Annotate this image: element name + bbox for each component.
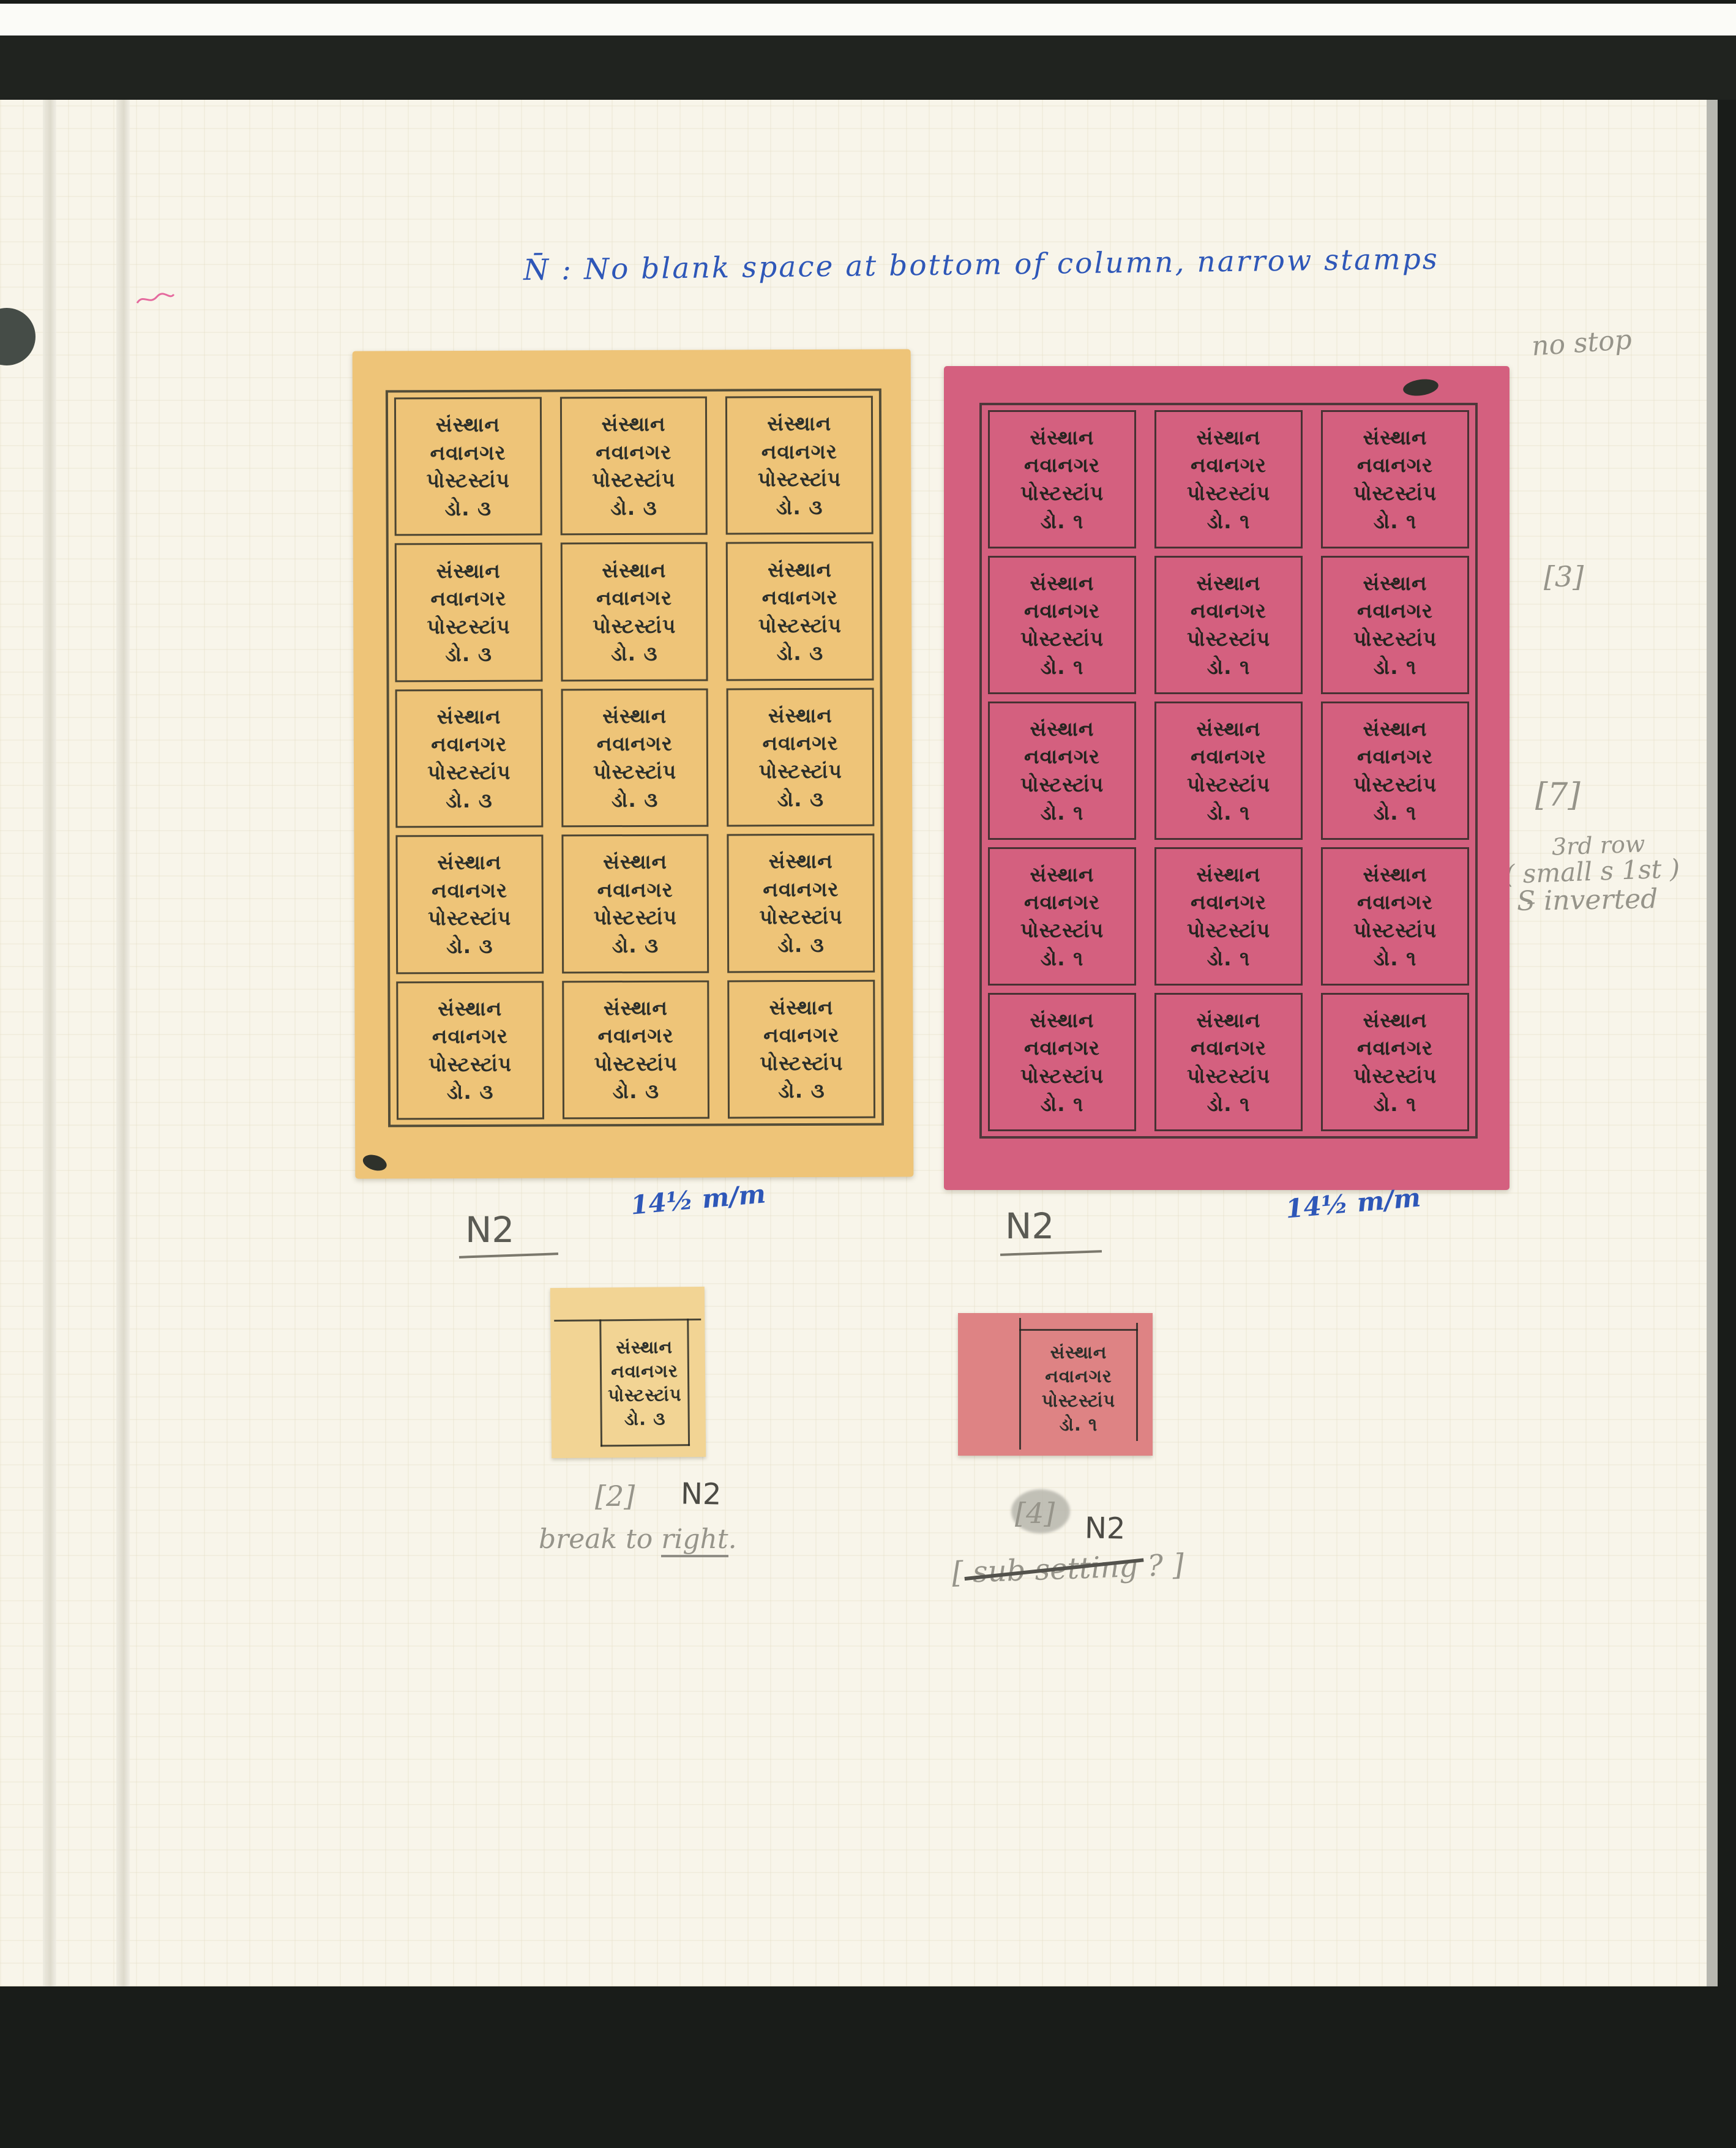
stamp: સંસ્થાન નવાનગર પોસ્ટસ્ટાંપ ડો. ૧	[1154, 410, 1303, 548]
note-text-struck: sub setting	[972, 1549, 1139, 1590]
stamp: સંસ્થાન નવાનગર પોસ્ટસ્ટાંપ ડો. ૧	[988, 847, 1136, 986]
stamp: સંસ્થાન નવાનગર પોસ્ટસ્ટાંપ ડો. ૧	[988, 556, 1136, 694]
stamp-sheet-grid: સંસ્થાન નવાનગર પોસ્ટસ્ટાંપ ડો. ૧ સંસ્થાન નવાન…	[979, 403, 1478, 1139]
stamp-text: સંસ્થાન નવાનગર પોસ્ટસ્ટાંપ ડો. ૩	[607, 1336, 682, 1430]
scanner-right-gray-sliver	[1707, 100, 1718, 1986]
stamp: સંસ્થાન નવાનગર પોસ્ટસ્ટાંપ ડો. ૩	[395, 689, 544, 828]
album-page: N̄ : No blank space at bottom of column,…	[0, 100, 1707, 1986]
note-text: ? ]	[1137, 1547, 1184, 1584]
stamp: સંસ્થાન નવાનગર પોસ્ટસ્ટાંપ ડો. ૩	[727, 979, 876, 1119]
stamp: સંસ્થાન નવાનગર પોસ્ટસ્ટાંપ ડો. ૩	[559, 396, 708, 536]
stamp: સંસ્થાન નવાનગર પોસ્ટસ્ટાંપ ડો. ૧	[1321, 993, 1469, 1131]
stamp: સંસ્થાન નવાનગર પોસ્ટસ્ટાંપ ડો. ૧	[988, 702, 1136, 840]
binder-strip-right	[116, 100, 130, 1986]
stamp-sheet-yellow: સંસ્થાન નવાનગર પોસ્ટસ્ટાંપ ડો. ૩ સંસ્થાન નવાન…	[352, 349, 914, 1179]
stamp: સંસ્થાન નવાનગર પોસ્ટસ્ટાંપ ડો. ૩	[561, 834, 709, 974]
note-text: .	[728, 1524, 737, 1555]
stamp-sheet-grid: સંસ્થાન નવાનગર પોસ્ટસ્ટાંપ ડો. ૩ સંસ્થાન નવાન…	[385, 388, 885, 1128]
stamp: સંસ્થાન નવાનગર પોસ્ટસ્ટાંપ ડો. ૩	[561, 980, 710, 1120]
ink-smudge	[1402, 377, 1440, 398]
stamp: સંસ્થાન નવાનગર પોસ્ટસ્ટાંપ ડો. ૧	[1321, 556, 1469, 694]
stamp: સંસ્થાન નવાનગર પોસ્ટસ્ટાંપ ડો. ૩	[396, 981, 544, 1120]
note-n2-single-magenta: N2	[1084, 1511, 1126, 1546]
stamp: સંસ્થાન નવાનગર પોસ્ટસ્ટાંપ ડો. ૩	[725, 395, 874, 535]
stamp: સંસ્થાન નવાનગર પોસ્ટસ્ટાંપ ડો. ૧	[1154, 556, 1303, 694]
ink-smudge	[361, 1151, 389, 1174]
note-text: [	[951, 1555, 974, 1590]
stamp: સંસ્થાન નવાનગર પોસ્ટસ્ટાંપ ડો. ૧	[1321, 847, 1469, 986]
note-break-to-right: break to right.	[539, 1524, 737, 1557]
stamp: સંસ્થાન નવાનગર પોસ્ટસ્ટાંપ ડો. ૧	[1154, 702, 1303, 840]
stamp: સંસ્થાન નવાનગર પોસ્ટસ્ટાંપ ડો. ૧	[1321, 410, 1469, 548]
stamp: સંસ્થાન નવાનગર પોસ્ટસ્ટાંપ ડો. ૩	[726, 687, 875, 827]
binder-strip-left	[43, 100, 56, 1986]
pink-pen-squiggle	[136, 293, 175, 304]
stamp-rule	[1019, 1329, 1138, 1331]
stamp-sheet-magenta: સંસ્થાન નવાનગર પોસ્ટસ્ટાંપ ડો. ૧ સંસ્થાન નવાન…	[944, 366, 1510, 1190]
label-n2-yellow-sheet: N2	[465, 1209, 515, 1251]
stamp: સંસ્થાન નવાનગર પોસ્ટસ્ટાંપ ડો. ૩	[726, 542, 874, 681]
note-bracket-7: [7]	[1535, 777, 1581, 814]
note-bracket-4: [4]	[1015, 1497, 1055, 1530]
note-n2-single-yellow: N2	[680, 1476, 722, 1512]
scanner-top-white-strip	[0, 4, 1736, 36]
stamp-rule	[1136, 1323, 1138, 1441]
stamp-text: સંસ્થાન નવાનગર પોસ્ટસ્ટાંપ ડો. ૧	[1041, 1342, 1116, 1435]
note-bracket-3: [3]	[1544, 560, 1584, 593]
stamp: સંસ્થાન નવાનગર પોસ્ટસ્ટાંપ ડો. ૧	[1154, 847, 1303, 986]
stamp: સંસ્થાન નવાનગર પોસ્ટસ્ટાંપ ડો. ૩	[727, 833, 875, 973]
stamp-rule	[1019, 1318, 1021, 1450]
stamp: સંસ્થાન નવાનગર પોસ્ટસ્ટાંપ ડો. ૩	[394, 397, 542, 536]
single-stamp-magenta: સંસ્થાન નવાનગર પોસ્ટસ્ટાંપ ડો. ૧	[958, 1313, 1153, 1456]
stamp: સંસ્થાન નવાનગર પોસ્ટસ્ટાંપ ડો. ૩	[561, 688, 709, 828]
stamp: સંસ્થાન નવાનગર પોસ્ટસ્ટાંપ ડો. ૧	[1154, 993, 1303, 1131]
note-text: break to	[539, 1524, 662, 1555]
stamp: સંસ્થાન નવાનગર પોસ્ટસ્ટાંપ ડો. ૩	[395, 834, 544, 974]
pencil-smudge	[1011, 1489, 1070, 1533]
note-s-inverted: S̵ inverted	[1516, 883, 1658, 918]
single-stamp-yellow: સંસ્થાન નવાનગર પોસ્ટસ્ટાંપ ડો. ૩	[550, 1286, 706, 1459]
scanner-top-black-band	[0, 36, 1736, 100]
label-n2-magenta-sheet: N2	[1005, 1205, 1055, 1247]
stamp: સંસ્થાન નવાનગર પોસ્ટસ્ટાંપ ડો. ૧	[988, 410, 1136, 548]
stamp: સંસ્થાન નવાનગર પોસ્ટસ્ટાંપ ડો. ૩	[394, 542, 543, 683]
stamp: સંસ્થાન નવાનગર પોસ્ટસ્ટાંપ ડો. ૩	[560, 542, 708, 682]
stamp: સંસ્થાન નવાનગર પોસ્ટસ્ટાંપ ડો. ૧	[988, 993, 1136, 1131]
note-bracket-2: [2]	[595, 1480, 635, 1513]
note-text-underlined: right	[661, 1524, 728, 1557]
stamp: સંસ્થાન નવાનગર પોસ્ટસ્ટાંપ ડો. ૧	[1321, 702, 1469, 840]
